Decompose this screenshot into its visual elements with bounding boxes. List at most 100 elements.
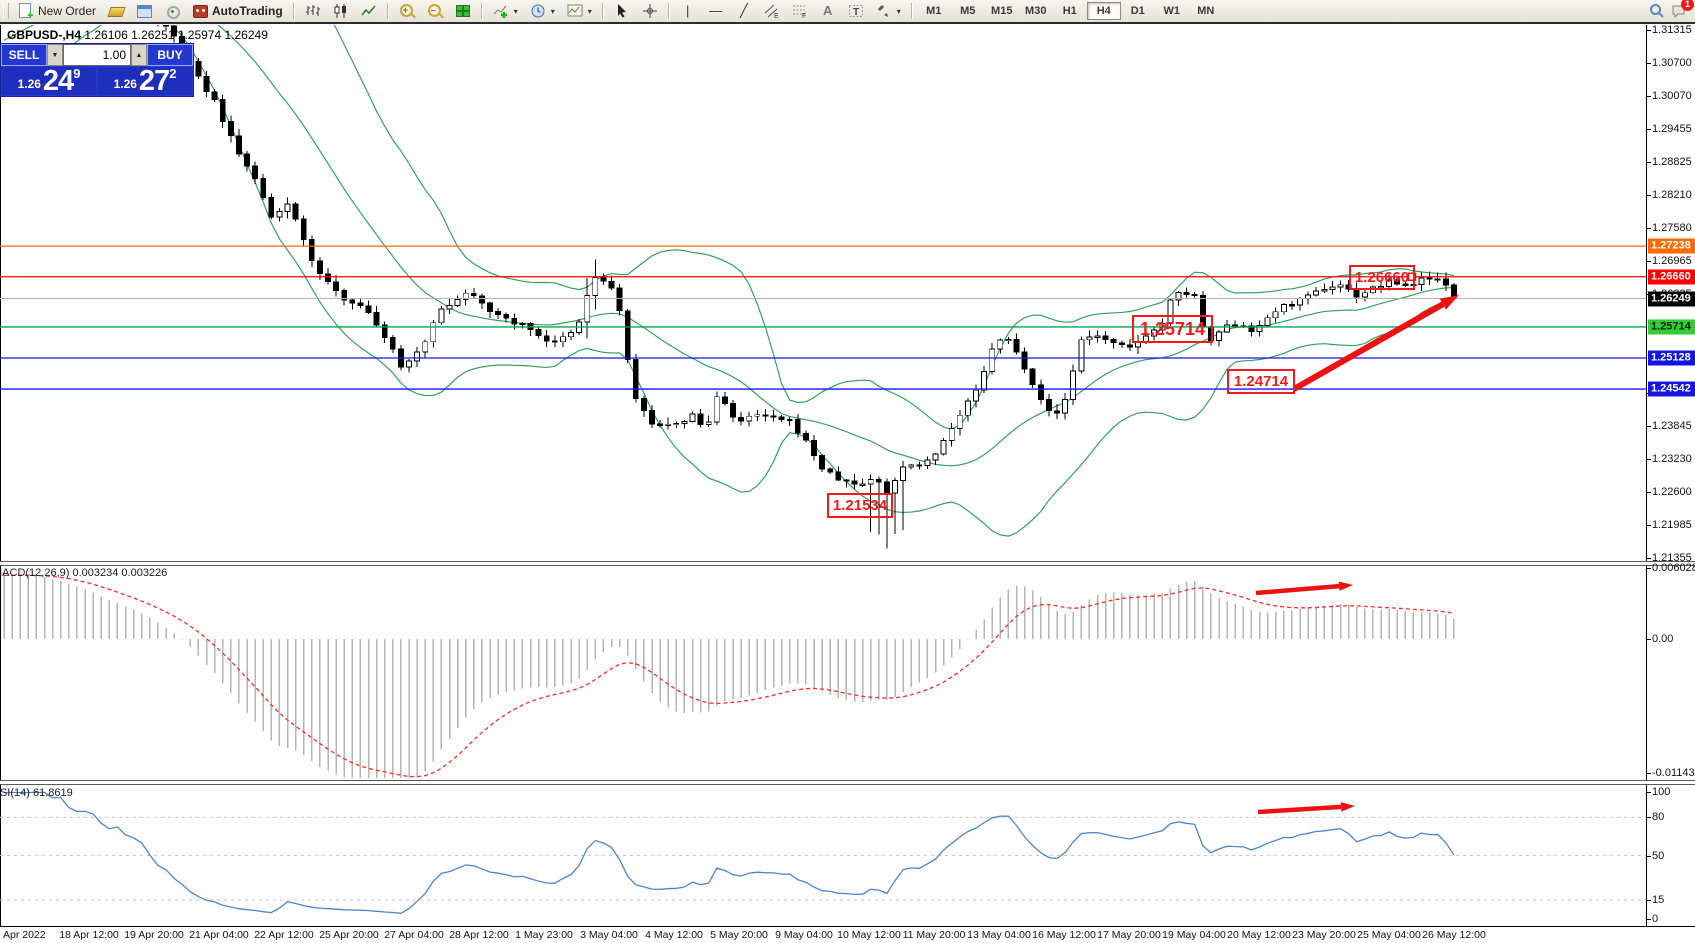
notifications-icon[interactable]: 1: [1671, 0, 1694, 19]
bar-chart-icon: [305, 3, 321, 19]
crosshair-tool-button[interactable]: [636, 0, 664, 23]
new-order-button[interactable]: + New Order: [12, 0, 102, 23]
trend-arrow[interactable]: [1292, 301, 1445, 392]
main-toolbar: + New Order AutoTrading + – ▾ ▾ ▾ | — ╱ …: [0, 0, 1695, 23]
crosshair-icon: [642, 3, 658, 19]
buy-price[interactable]: 1.26 27 2: [98, 67, 192, 96]
tf-button-M15[interactable]: M15: [991, 5, 1013, 17]
deposit-button[interactable]: [102, 0, 130, 23]
equidistant-channel-icon: E: [764, 3, 780, 20]
time-axis-label: 4 May 12:00: [645, 929, 703, 941]
panel-divider[interactable]: [0, 561, 1695, 566]
tile-windows-button[interactable]: [449, 0, 477, 23]
autotrading-label: AutoTrading: [212, 4, 283, 18]
new-order-label: New Order: [38, 4, 97, 18]
trend-arrow-head: [1338, 581, 1353, 591]
volume-decrease-button[interactable]: ▼: [47, 44, 63, 66]
time-axis-label: 25 Apr 20:00: [319, 929, 379, 941]
vertical-line-tool[interactable]: |: [674, 0, 702, 23]
price-axis-label: 100: [1652, 786, 1671, 798]
trendline-tool[interactable]: ╱: [730, 0, 758, 23]
zoom-out-button[interactable]: –: [421, 0, 449, 23]
toolbar-separator: [386, 3, 389, 19]
price-level-badge: 1.27238: [1648, 238, 1695, 254]
time-axis-label: 28 Apr 12:00: [449, 929, 509, 941]
bollinger-band-line: [3, 25, 1454, 467]
line-chart-mode-button[interactable]: [355, 0, 383, 23]
text-tool[interactable]: A: [814, 0, 842, 23]
symbol-period-label: GBPUSD-,H4: [7, 28, 82, 42]
cursor-icon: [614, 3, 630, 19]
text-icon: A: [823, 3, 833, 18]
price-axis-label: 50: [1652, 850, 1665, 862]
zoom-in-button[interactable]: +: [393, 0, 421, 23]
time-axis-label: 22 Apr 12:00: [254, 929, 314, 941]
autotrading-button[interactable]: AutoTrading: [186, 0, 289, 23]
sell-price[interactable]: 1.26 24 9: [2, 67, 96, 96]
candle-chart-mode-button[interactable]: [327, 0, 355, 23]
horizontal-line-icon: —: [709, 3, 723, 18]
buy-button[interactable]: BUY: [147, 44, 193, 66]
bollinger-band-line: [333, 25, 1454, 431]
tf-button-H1[interactable]: H1: [1062, 5, 1077, 17]
fibonacci-tool[interactable]: F: [786, 0, 814, 23]
price-axis-label: 1.27580: [1652, 222, 1692, 234]
tf-button-M1[interactable]: M1: [926, 5, 942, 17]
price-axis-label: 1.21355: [1652, 552, 1692, 564]
svg-text:T: T: [853, 7, 859, 18]
tf-button-H4[interactable]: H4: [1086, 2, 1121, 20]
line-endpoint-marker[interactable]: [1407, 272, 1417, 281]
tf-button-M30[interactable]: M30: [1025, 5, 1047, 17]
time-axis-label: 17 May 20:00: [1097, 929, 1161, 941]
main-price-chart[interactable]: [0, 25, 1646, 561]
arrow-shapes-icon: [876, 3, 892, 19]
volume-input[interactable]: [63, 44, 131, 66]
search-icon[interactable]: [1649, 3, 1665, 19]
price-axis-label: 1.23230: [1652, 453, 1692, 465]
terminal-button[interactable]: [130, 0, 158, 23]
tf-button-MN[interactable]: MN: [1197, 5, 1215, 17]
candlestick-icon: [333, 3, 349, 19]
tf-button-W1[interactable]: W1: [1163, 5, 1181, 17]
time-axis-label: 13 May 04:00: [967, 929, 1031, 941]
bar-chart-mode-button[interactable]: [299, 0, 327, 23]
panel-divider[interactable]: [0, 780, 1695, 785]
arrows-tool[interactable]: ▾: [870, 0, 907, 23]
text-label-tool[interactable]: T: [842, 0, 870, 23]
time-axis-label: 23 May 20:00: [1292, 929, 1356, 941]
trend-arrow[interactable]: [1255, 583, 1340, 596]
price-annotation-1.21534[interactable]: 1.21534: [827, 493, 893, 518]
templates-button[interactable]: ▾: [561, 0, 598, 23]
toolbar-separator: [601, 3, 604, 19]
periods-button[interactable]: ▾: [524, 0, 561, 23]
toolbar-separator: [667, 3, 670, 19]
tf-button-M5[interactable]: M5: [960, 5, 976, 17]
horizontal-line-tool[interactable]: —: [702, 0, 730, 23]
volume-increase-button[interactable]: ▲: [131, 44, 147, 66]
macd-signal-line: [3, 574, 1455, 778]
signals-button[interactable]: [158, 0, 186, 23]
rsi-indicator-panel[interactable]: [0, 784, 1646, 926]
price-axis-label: 1.29455: [1652, 123, 1692, 135]
timeframe-group: M1 M5 M15 M30 H1 H4 D1 W1 MN: [917, 2, 1223, 20]
tf-button-D1[interactable]: D1: [1130, 5, 1145, 17]
toolbar-separator: [292, 3, 295, 19]
macd-indicator-panel[interactable]: [0, 564, 1646, 780]
vertical-line-icon: |: [686, 3, 690, 18]
candles: [157, 25, 1457, 549]
price-axis-label: 1.30070: [1652, 90, 1692, 102]
indicators-button[interactable]: ▾: [487, 0, 524, 23]
time-axis-label: 25 May 04:00: [1357, 929, 1421, 941]
price-annotation-1.24714[interactable]: 1.24714: [1227, 369, 1295, 394]
channel-tool[interactable]: E: [758, 0, 786, 23]
trend-arrow[interactable]: [1257, 804, 1342, 815]
price-axis-label: 1.23845: [1652, 420, 1692, 432]
price-annotation-1.25714[interactable]: 1.25714: [1132, 315, 1213, 343]
price-annotation-1.26660[interactable]: 1.26660: [1349, 265, 1415, 290]
cursor-tool-button[interactable]: [608, 0, 636, 23]
price-axis-label: 1.28825: [1652, 156, 1692, 168]
price-level-badge: 1.26660: [1648, 269, 1695, 285]
sell-button[interactable]: SELL: [1, 44, 47, 66]
price-level-badge: 1.25128: [1648, 350, 1695, 366]
